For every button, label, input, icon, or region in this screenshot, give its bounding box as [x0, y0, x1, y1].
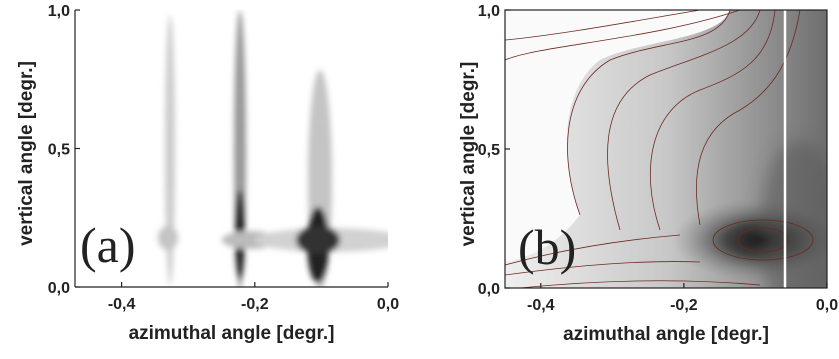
x-tick-label: -0,4	[527, 297, 555, 314]
y-tick-label: 0,0	[478, 281, 500, 298]
x-axis-label: azimuthal angle [degr.]	[129, 323, 335, 344]
x-tick-label: -0,4	[108, 296, 136, 313]
contour-b	[505, 10, 827, 288]
x-tick-label: -0,2	[670, 297, 698, 314]
x-tick-label: -0,2	[241, 296, 269, 313]
panel-label: (a)	[80, 217, 136, 273]
y-tick-label: 1,0	[478, 3, 500, 20]
panel-label: (b)	[518, 219, 576, 275]
y-tick-label: 0,0	[48, 280, 70, 297]
contour-a	[158, 10, 388, 287]
y-tick-label: 0,5	[478, 142, 500, 159]
y-tick-label: 0,5	[48, 142, 70, 159]
x-tick-label: 0,0	[816, 297, 838, 314]
y-axis-label: vertical angle [degr.]	[16, 61, 37, 246]
x-axis-label: azimuthal angle [degr.]	[563, 324, 769, 345]
x-tick-label: 0,0	[377, 296, 399, 313]
y-tick-label: 1,0	[48, 3, 70, 20]
y-axis-label: vertical angle [degr.]	[458, 62, 479, 247]
